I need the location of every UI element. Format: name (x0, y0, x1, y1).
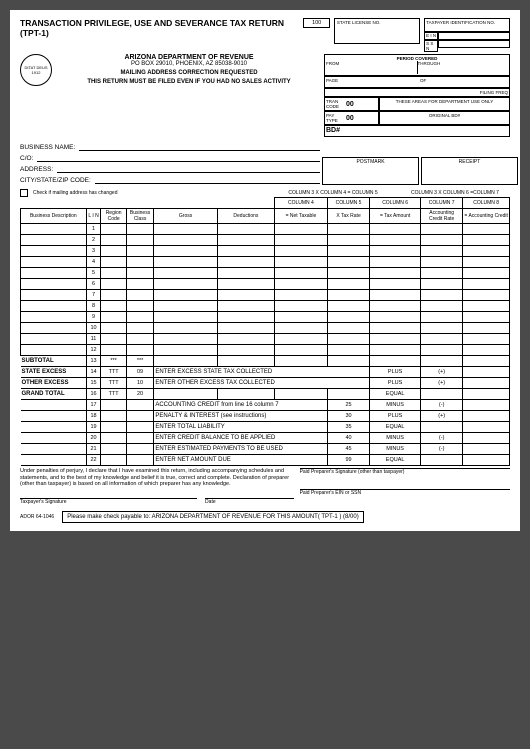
table-row[interactable]: 9 (21, 312, 510, 323)
taxpayer-id-box[interactable]: TAXPAYER IDENTIFICATION NO. (424, 18, 510, 32)
table-row[interactable]: 12 (21, 345, 510, 356)
bd-number[interactable]: BD# (324, 125, 510, 137)
ein-check[interactable]: E I N (424, 32, 438, 40)
table-row[interactable]: 3 (21, 246, 510, 257)
bottom-row: 20ENTER CREDIT BALANCE TO BE APPLIED40MI… (21, 433, 510, 444)
taxpayer-signature-line[interactable]: Taxpayer's Signature (20, 498, 197, 505)
table-row[interactable]: 8 (21, 301, 510, 312)
mailing-correction: MAILING ADDRESS CORRECTION REQUESTED (58, 70, 320, 76)
ssn-check[interactable]: S S N (424, 40, 438, 52)
po-box: PO BOX 29010, PHOENIX, AZ 85038-9010 (58, 61, 320, 67)
table-row[interactable]: 11 (21, 334, 510, 345)
bottom-row: 22ENTER NET AMOUNT DUE99EQUAL (21, 455, 510, 466)
address-field[interactable]: ADDRESS: (20, 165, 320, 173)
table-row[interactable]: 1 (21, 224, 510, 235)
period-covered-box: PERIOD COVERED FROM THROUGH (324, 54, 510, 76)
table-row[interactable]: 2 (21, 235, 510, 246)
table-row[interactable]: 6 (21, 279, 510, 290)
tran-code-box: TRAN CODE 00 (324, 97, 379, 111)
must-file: THIS RETURN MUST BE FILED EVEN IF YOU HA… (58, 79, 320, 85)
preparer-signature-line[interactable]: Paid Preparer's Signature (other than ta… (300, 468, 510, 475)
date-line[interactable]: Date (205, 498, 294, 505)
bottom-row: 17ACCOUNTING CREDIT from line 16 column … (21, 400, 510, 411)
summary-row: SUBTOTAL13****** (21, 356, 510, 367)
tax-form-page: TRANSACTION PRIVILEGE, USE AND SEVERANCE… (10, 10, 520, 531)
form-title: TRANSACTION PRIVILEGE, USE AND SEVERANCE… (20, 18, 295, 38)
box-100: 100 (303, 18, 330, 28)
csz-field[interactable]: CITY/STATE/ZIP CODE: (20, 176, 320, 184)
state-seal-icon: DITAT DEUS 1912 (20, 54, 52, 86)
preparer-ein-line[interactable]: Paid Preparer's EIN or SSN (300, 489, 510, 496)
pay-type-box: PAY TYPE 00 (324, 111, 379, 125)
table-row[interactable]: 7 (21, 290, 510, 301)
mailing-changed-checkbox[interactable] (20, 189, 28, 197)
summary-row: GRAND TOTAL16TTT20EQUAL (21, 389, 510, 400)
table-row[interactable]: 4 (21, 257, 510, 268)
table-row[interactable]: 5 (21, 268, 510, 279)
postmark-box: POSTMARK (322, 157, 419, 185)
co-field[interactable]: C/O: (20, 154, 320, 162)
table-row[interactable]: 10 (21, 323, 510, 334)
summary-row: OTHER EXCESS15TTT10ENTER OTHER EXCESS TA… (21, 378, 510, 389)
business-name-field[interactable]: BUSINESS NAME: (20, 143, 320, 151)
payable-note: Please make check payable to: ARIZONA DE… (62, 511, 364, 523)
receipt-box: RECEIPT (421, 157, 518, 185)
bottom-row: 18PENALTY & INTEREST (see instructions)3… (21, 411, 510, 422)
summary-row: STATE EXCESS14TTT09ENTER EXCESS STATE TA… (21, 367, 510, 378)
tax-table: COLUMN 4COLUMN 5COLUMN 6COLUMN 7COLUMN 8… (20, 197, 510, 466)
declaration-text: Under penalties of perjury, I declare th… (20, 468, 294, 488)
dept-name: ARIZONA DEPARTMENT OF REVENUE (58, 54, 320, 61)
state-license-box[interactable]: STATE LICENSE NO. (334, 18, 420, 44)
bottom-row: 19ENTER TOTAL LIABILITY35EQUAL (21, 422, 510, 433)
form-number: ADOR 64-1046 (20, 514, 54, 520)
bottom-row: 21ENTER ESTIMATED PAYMENTS TO BE USED45M… (21, 444, 510, 455)
